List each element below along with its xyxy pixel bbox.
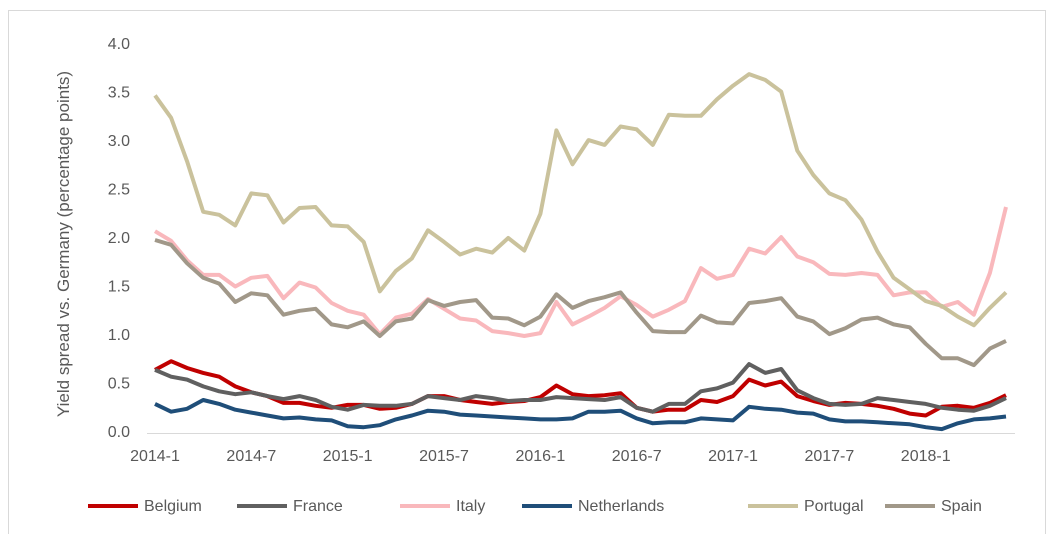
series-line <box>153 72 1008 328</box>
x-tick-label: 2014-7 <box>226 448 276 465</box>
x-tick-label: 2017-1 <box>708 448 758 465</box>
y-tick-label: 3.0 <box>108 133 130 150</box>
y-tick-label: 2.5 <box>108 182 130 199</box>
series-line <box>154 238 1007 368</box>
series-line <box>154 359 1007 418</box>
y-tick-label: 1.0 <box>108 327 130 344</box>
legend-label: Portugal <box>804 498 864 515</box>
legend-label: Spain <box>941 498 982 515</box>
y-tick-label: 4.0 <box>108 36 130 53</box>
y-tick-label: 2.0 <box>108 230 130 247</box>
y-tick-label: 0.5 <box>108 376 130 393</box>
y-axis-label: Yield spread vs. Germany (percentage poi… <box>54 70 73 418</box>
x-tick-label: 2016-1 <box>515 448 565 465</box>
x-tick-label: 2017-7 <box>804 448 854 465</box>
legend-label: Italy <box>456 498 485 515</box>
legend-label: France <box>293 498 343 515</box>
y-tick-label: 3.5 <box>108 85 130 102</box>
series-line <box>154 362 1007 414</box>
x-tick-label: 2015-1 <box>323 448 373 465</box>
series-line <box>153 206 1008 338</box>
x-tick-label: 2018-1 <box>901 448 951 465</box>
y-tick-label: 1.5 <box>108 279 130 296</box>
legend-label: Belgium <box>144 498 202 515</box>
legend-label: Netherlands <box>578 498 664 515</box>
y-tick-label: 0.0 <box>108 424 130 441</box>
x-tick-label: 2014-1 <box>130 448 180 465</box>
chart-frame <box>8 10 1046 534</box>
x-tick-label: 2016-7 <box>612 448 662 465</box>
series-line <box>154 398 1007 432</box>
x-tick-label: 2015-7 <box>419 448 469 465</box>
